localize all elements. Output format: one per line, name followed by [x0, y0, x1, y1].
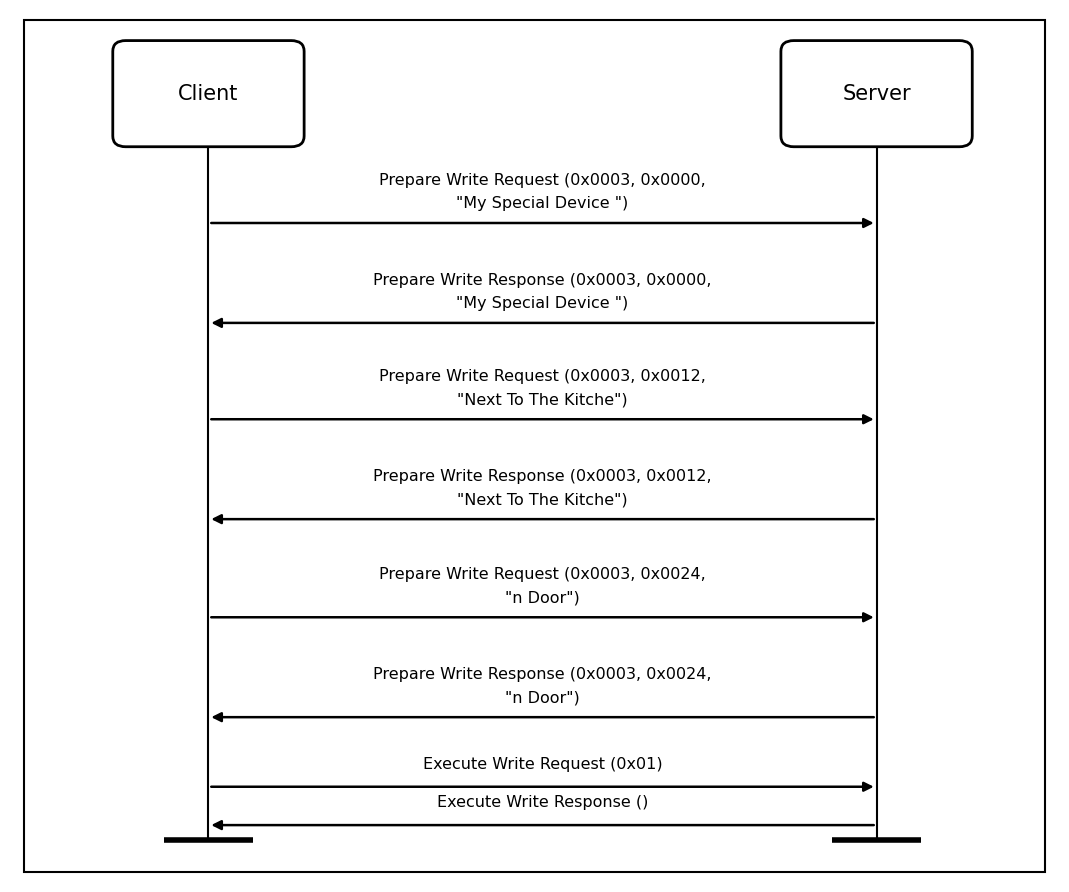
- Text: Execute Write Request (0x01): Execute Write Request (0x01): [422, 757, 663, 772]
- Text: Server: Server: [842, 84, 911, 103]
- Text: Prepare Write Response (0x0003, 0x0000,: Prepare Write Response (0x0003, 0x0000,: [373, 273, 712, 287]
- Text: "n Door"): "n Door"): [506, 690, 579, 705]
- FancyBboxPatch shape: [780, 40, 973, 147]
- Text: Prepare Write Request (0x0003, 0x0000,: Prepare Write Request (0x0003, 0x0000,: [379, 173, 706, 187]
- FancyBboxPatch shape: [24, 20, 1045, 872]
- Text: "Next To The Kitche"): "Next To The Kitche"): [458, 492, 628, 507]
- Text: Prepare Write Request (0x0003, 0x0024,: Prepare Write Request (0x0003, 0x0024,: [379, 567, 706, 582]
- Text: Prepare Write Request (0x0003, 0x0012,: Prepare Write Request (0x0003, 0x0012,: [379, 369, 706, 384]
- Text: "My Special Device "): "My Special Device "): [456, 296, 629, 310]
- Text: Client: Client: [179, 84, 238, 103]
- Text: "n Door"): "n Door"): [506, 591, 579, 605]
- Text: Prepare Write Response (0x0003, 0x0024,: Prepare Write Response (0x0003, 0x0024,: [373, 667, 712, 681]
- Text: Prepare Write Response (0x0003, 0x0012,: Prepare Write Response (0x0003, 0x0012,: [373, 469, 712, 483]
- FancyBboxPatch shape: [113, 40, 304, 147]
- Text: "My Special Device "): "My Special Device "): [456, 196, 629, 211]
- Text: "Next To The Kitche"): "Next To The Kitche"): [458, 392, 628, 407]
- Text: Execute Write Response (): Execute Write Response (): [437, 796, 648, 810]
